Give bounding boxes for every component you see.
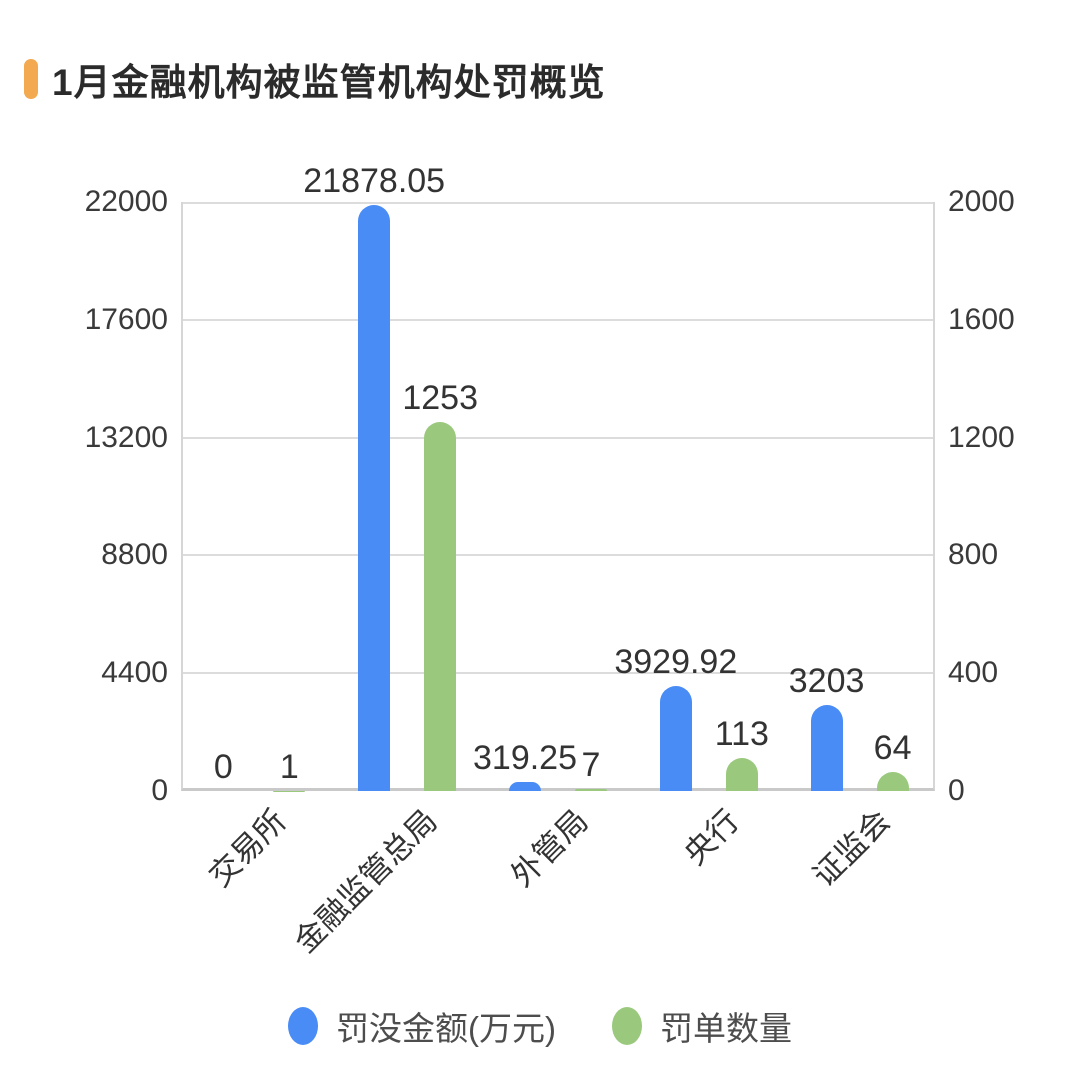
bar-amount: [509, 782, 541, 791]
bar-amount: [358, 205, 391, 791]
bar-count: [876, 772, 909, 791]
y-axis-left-tick-label: 8800: [101, 538, 168, 572]
bar-count: [575, 788, 607, 791]
y-axis-right-tick-label: 0: [948, 774, 965, 807]
x-axis-label: 交易所: [202, 803, 294, 894]
bar-amount: [810, 705, 843, 791]
bar-count: [424, 421, 457, 791]
y-axis-left-tick-label: 0: [151, 774, 168, 807]
bar-value-label: 64: [873, 729, 912, 768]
legend-swatch-icon: [611, 1007, 642, 1045]
grid-line: [183, 554, 933, 557]
bar-amount: [659, 685, 692, 791]
chart-header: 1月金融机构被监管机构处罚概览: [24, 52, 606, 106]
y-axis-right-tick-label: 1600: [948, 302, 1015, 336]
chart-title: 1月金融机构被监管机构处罚概览: [52, 62, 606, 103]
legend-label: 罚没金额(万元): [336, 1010, 556, 1047]
bar-value-label: 7: [581, 745, 601, 784]
grid-line: [183, 202, 933, 204]
plot-area: [181, 202, 935, 791]
grid-line: [183, 436, 933, 439]
bar-value-label: 113: [714, 714, 769, 753]
bar-value-label: 319.25: [473, 739, 577, 778]
title-accent-bar: [24, 59, 38, 99]
bar-value-label: 3203: [788, 662, 865, 701]
bar-value-label: 1: [279, 747, 299, 786]
y-axis-left-tick-label: 13200: [84, 420, 168, 454]
y-axis-right-tick-label: 2000: [948, 185, 1015, 218]
y-axis-right-tick-label: 400: [948, 656, 999, 690]
y-axis-right-tick-label: 1200: [948, 420, 1015, 454]
x-axis-label: 央行: [676, 803, 746, 872]
x-axis-label: 外管局: [504, 803, 595, 894]
grid-line: [183, 318, 933, 321]
legend-swatch-icon: [288, 1007, 318, 1045]
bar-value-label: 1253: [402, 379, 479, 417]
bar-value-label: 0: [213, 748, 233, 786]
legend-label: 罚单数量: [659, 1010, 792, 1047]
x-axis-label: 证监会: [805, 803, 897, 894]
y-axis-left-tick-label: 17600: [84, 302, 168, 336]
y-axis-left-tick-label: 22000: [84, 185, 168, 218]
y-axis-right-tick-label: 800: [948, 538, 999, 572]
bar-value-label: 21878.05: [303, 162, 446, 201]
legend: 罚没金额(万元) 罚单数量: [0, 1002, 1080, 1050]
legend-item-amount[interactable]: 罚没金额(万元): [288, 1002, 556, 1050]
grid-line: [183, 672, 933, 675]
y-axis-left-tick-label: 4400: [101, 656, 168, 690]
bar-value-label: 3929.92: [614, 642, 738, 681]
bar-count: [725, 757, 758, 791]
x-axis-label: 金融监管总局: [287, 803, 444, 960]
legend-item-count[interactable]: 罚单数量: [611, 1002, 792, 1050]
